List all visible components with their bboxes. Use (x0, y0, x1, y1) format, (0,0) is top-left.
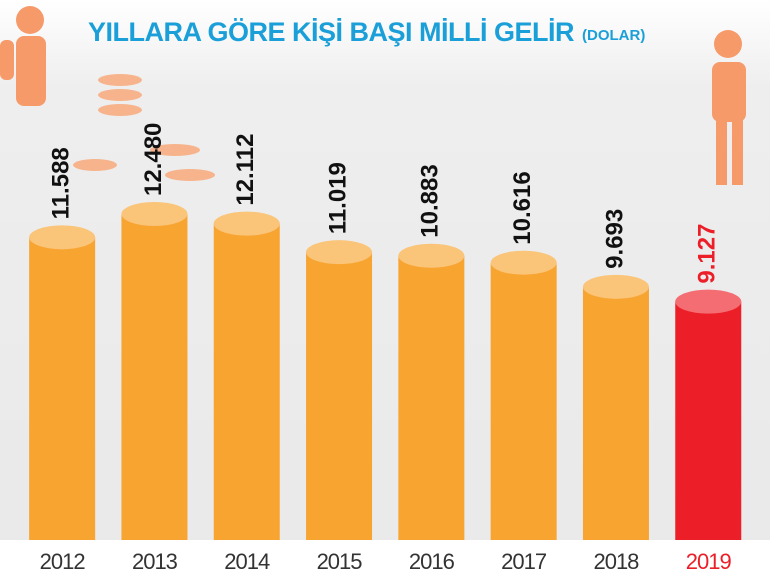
value-label: 9.127 (694, 224, 721, 284)
bar-top (582, 274, 649, 299)
bar-top (675, 289, 742, 314)
value-label: 12.480 (140, 123, 167, 196)
bar-top (398, 243, 465, 268)
bar (582, 286, 649, 540)
value-label: 11.019 (324, 162, 351, 234)
value-label: 11.588 (47, 147, 74, 219)
bar (398, 255, 465, 541)
value-label: 10.883 (417, 164, 444, 237)
x-tick-label: 2018 (593, 549, 639, 574)
decor-person-right (712, 30, 746, 185)
x-tick-label: 2015 (317, 549, 363, 574)
chart-title: YILLARA GÖRE KİŞİ BAŞI MİLLİ GELİR (88, 17, 574, 47)
value-label: 10.616 (509, 171, 536, 244)
decor-coins (73, 74, 215, 181)
chart-subtitle: (DOLAR) (582, 27, 645, 44)
x-tick-label: 2017 (501, 549, 547, 574)
value-label: 12.112 (232, 134, 259, 206)
bar (675, 301, 742, 540)
bar-top (306, 240, 373, 265)
value-label: 9.693 (601, 209, 628, 269)
x-tick-label: 2014 (224, 549, 270, 574)
bar (306, 252, 373, 540)
x-tick-label: 2019 (686, 549, 732, 574)
footer-band (0, 540, 770, 582)
x-tick-label: 2016 (409, 549, 455, 574)
x-tick-label: 2012 (40, 549, 86, 574)
x-tick-label: 2013 (132, 549, 178, 574)
bar-top (29, 225, 96, 250)
bar (490, 262, 557, 540)
bar-top (121, 202, 188, 227)
bar (213, 223, 280, 540)
bar (121, 214, 188, 540)
bar-top (213, 211, 280, 236)
decor-person-left (0, 6, 46, 106)
bar (29, 237, 96, 540)
bar-top (490, 250, 557, 275)
